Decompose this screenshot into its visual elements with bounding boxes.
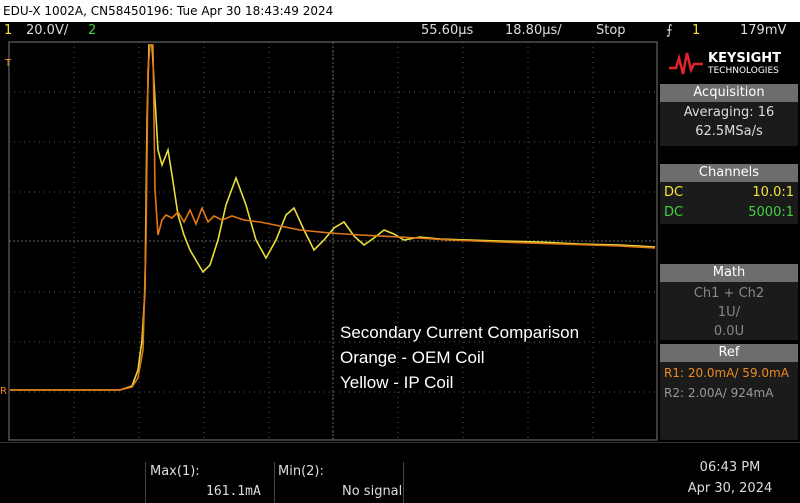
measure-box: [274, 462, 404, 503]
brand-sub: TECHNOLOGIES: [708, 66, 779, 76]
title-bar: EDU-X 1002A, CN58450196: Tue Apr 30 18:4…: [0, 0, 800, 22]
section-header: Math: [660, 264, 798, 282]
trigger-icon: ⨍: [666, 23, 673, 38]
brand: KEYSIGHT: [708, 51, 781, 66]
measure-value: 161.1mA: [206, 484, 261, 499]
annotation-line: Secondary Current Comparison: [340, 323, 580, 342]
measure-label: Max(1):: [150, 464, 200, 479]
delay: 55.60µs: [421, 23, 474, 38]
sample-rate: 62.5MSa/s: [695, 124, 763, 139]
ch2-number: 2: [88, 23, 97, 38]
averaging: Averaging: 16: [683, 105, 775, 120]
ch1-number: 1: [4, 23, 13, 38]
section-header: Ref: [660, 344, 798, 362]
grid: [9, 42, 657, 440]
trigger-marker: T: [4, 58, 12, 69]
graticule: T R: [0, 41, 658, 441]
ch1-probe: 10.0:1: [752, 185, 794, 200]
measure-value: No signal: [342, 484, 403, 499]
ref-marker: R: [0, 386, 7, 397]
ch1-scale: 20.0V/: [26, 23, 69, 38]
timebase: 18.80µs/: [505, 23, 562, 38]
measure-label: Min(2):: [278, 464, 324, 479]
trigger-source: 1: [692, 23, 701, 38]
clock-time: 06:43 PM: [699, 460, 761, 475]
annotation-line: Orange - OEM Coil: [340, 348, 485, 367]
logo-area: [660, 42, 798, 82]
logo-mark: [669, 52, 703, 75]
footer: [0, 442, 800, 503]
ch2-coupling: DC: [664, 205, 684, 220]
trigger-level: 179mV: [740, 23, 787, 38]
title: EDU-X 1002A, CN58450196: Tue Apr 30 18:4…: [3, 4, 334, 18]
ref1: R1: 20.0mA/ 59.0mA: [664, 366, 789, 380]
clock-date: Apr 30, 2024: [687, 481, 773, 496]
math-scale: 1U/: [717, 305, 741, 320]
math-function: Ch1 + Ch2: [693, 286, 765, 301]
ref2: R2: 2.00A/ 924mA: [664, 386, 774, 400]
math-offset: 0.0U: [713, 324, 745, 339]
measure-box: [145, 462, 276, 503]
run-state: Stop: [596, 23, 626, 38]
section-header: Channels: [660, 164, 798, 182]
ch2-probe: 5000:1: [748, 205, 794, 220]
section-header: Acquisition: [660, 84, 798, 102]
ch1-coupling: DC: [664, 185, 684, 200]
orange-waveform: [10, 44, 656, 391]
annotation-line: Yellow - IP Coil: [340, 373, 454, 392]
